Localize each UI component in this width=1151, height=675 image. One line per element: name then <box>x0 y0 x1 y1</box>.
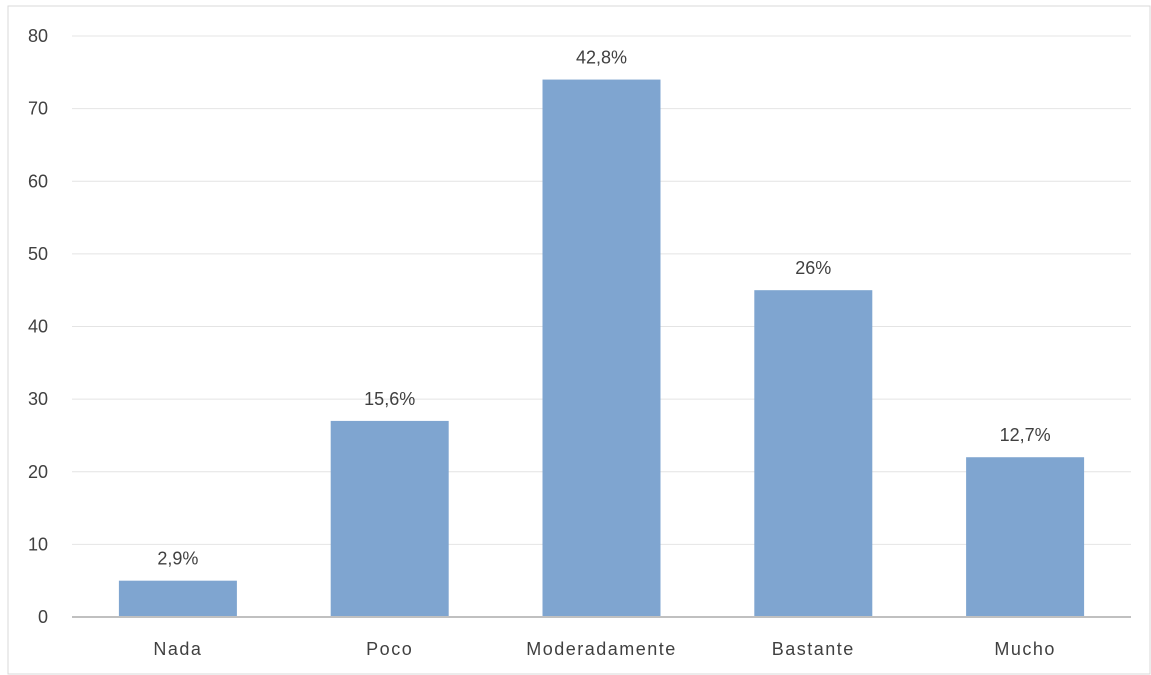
y-tick-label: 30 <box>28 389 48 409</box>
data-label: 26% <box>795 258 831 278</box>
gridlines <box>72 35 1131 545</box>
x-tick-label: Moderadamente <box>526 639 677 659</box>
bar-moderadamente <box>542 79 661 617</box>
bar-poco <box>330 420 449 617</box>
x-tick-label: Poco <box>366 639 413 659</box>
bar-mucho <box>966 457 1085 617</box>
bar-bastante <box>754 290 873 617</box>
x-tick-label: Mucho <box>994 639 1056 659</box>
x-tick-label: Nada <box>153 639 202 659</box>
chart-border <box>7 5 1151 675</box>
y-tick-label: 0 <box>38 607 48 627</box>
y-tick-label: 60 <box>28 171 48 191</box>
x-axis-ticks: Nada Poco Moderadamente Bastante Mucho <box>153 639 1056 659</box>
bar-nada <box>118 580 237 617</box>
x-tick-label: Bastante <box>772 639 855 659</box>
y-tick-label: 80 <box>28 26 48 46</box>
y-tick-label: 40 <box>28 317 48 337</box>
data-label: 12,7% <box>1000 425 1051 445</box>
y-tick-label: 50 <box>28 244 48 264</box>
y-tick-label: 20 <box>28 462 48 482</box>
bars <box>118 79 1085 617</box>
y-axis-ticks: 0 10 20 30 40 50 60 70 80 <box>28 26 48 627</box>
data-label: 42,8% <box>576 48 627 68</box>
data-label: 15,6% <box>364 389 415 409</box>
data-labels: 2,9% 15,6% 42,8% 26% 12,7% <box>157 48 1050 569</box>
y-tick-label: 70 <box>28 99 48 119</box>
data-label: 2,9% <box>157 549 198 569</box>
y-tick-label: 10 <box>28 534 48 554</box>
